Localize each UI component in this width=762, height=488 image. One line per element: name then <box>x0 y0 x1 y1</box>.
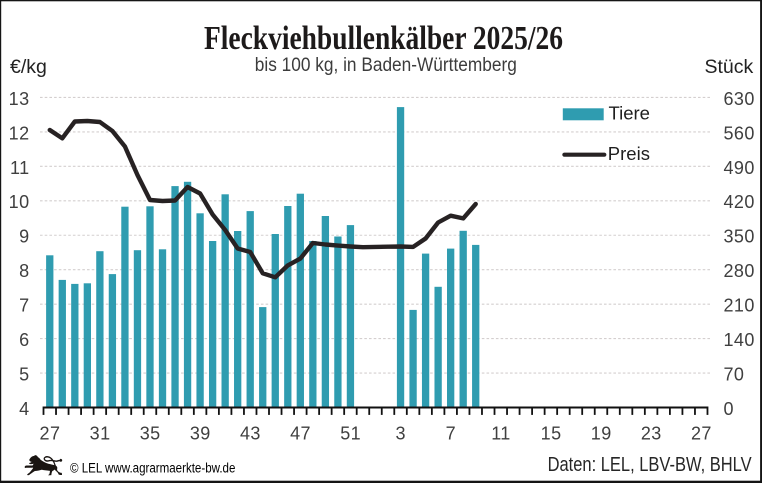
svg-text:3: 3 <box>396 423 406 443</box>
svg-text:420: 420 <box>724 192 755 212</box>
svg-text:560: 560 <box>724 123 755 143</box>
svg-text:47: 47 <box>290 423 311 443</box>
svg-text:43: 43 <box>240 423 261 443</box>
svg-text:350: 350 <box>724 227 755 247</box>
svg-text:11: 11 <box>10 158 30 178</box>
svg-text:210: 210 <box>724 296 755 316</box>
svg-text:5: 5 <box>19 364 29 384</box>
svg-text:9: 9 <box>19 227 29 247</box>
svg-text:7: 7 <box>446 423 456 443</box>
svg-text:7: 7 <box>19 296 29 316</box>
svg-text:70: 70 <box>724 364 745 384</box>
svg-text:140: 140 <box>724 330 755 350</box>
svg-text:280: 280 <box>724 261 755 281</box>
svg-text:31: 31 <box>90 423 111 443</box>
svg-text:490: 490 <box>724 158 755 178</box>
svg-text:10: 10 <box>9 192 30 212</box>
svg-text:51: 51 <box>340 423 361 443</box>
svg-text:6: 6 <box>19 330 29 350</box>
svg-text:© LEL www.agrarmaerkte-bw.de: © LEL www.agrarmaerkte-bw.de <box>70 461 235 477</box>
svg-text:27: 27 <box>40 423 61 443</box>
svg-text:Tiere: Tiere <box>609 103 650 124</box>
svg-text:Preis: Preis <box>608 143 650 164</box>
svg-text:630: 630 <box>724 89 755 109</box>
svg-text:19: 19 <box>591 423 612 443</box>
svg-text:bis 100 kg, in Baden-Württembe: bis 100 kg, in Baden-Württemberg <box>255 55 517 76</box>
svg-text:13: 13 <box>9 89 30 109</box>
svg-text:0: 0 <box>724 399 734 419</box>
svg-text:€/kg: €/kg <box>10 56 47 78</box>
svg-text:Stück: Stück <box>705 56 754 78</box>
svg-text:11: 11 <box>491 423 511 443</box>
svg-text:15: 15 <box>541 423 562 443</box>
svg-text:27: 27 <box>691 423 712 443</box>
svg-text:4: 4 <box>19 399 29 419</box>
svg-text:8: 8 <box>19 261 29 281</box>
svg-text:23: 23 <box>641 423 662 443</box>
svg-text:35: 35 <box>140 423 161 443</box>
svg-text:12: 12 <box>9 123 30 143</box>
svg-text:Daten: LEL, LBV-BW, BHLV: Daten: LEL, LBV-BW, BHLV <box>548 454 753 476</box>
svg-text:39: 39 <box>190 423 211 443</box>
svg-text:Fleckviehbullenkälber 2025/26: Fleckviehbullenkälber 2025/26 <box>204 20 563 57</box>
